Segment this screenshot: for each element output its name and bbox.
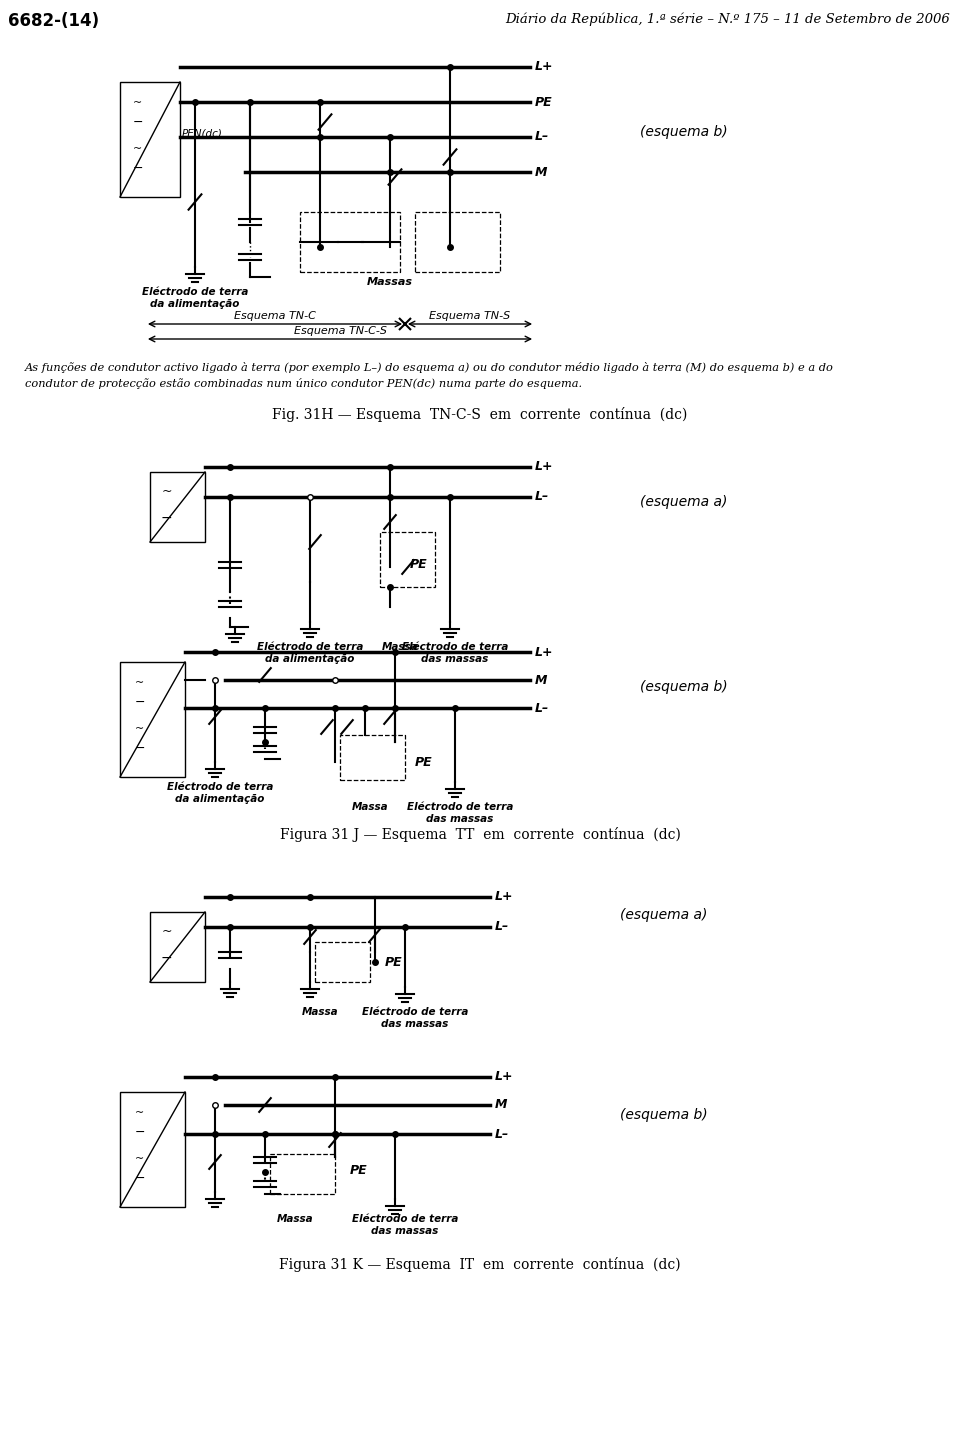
- Text: PEN(dc): PEN(dc): [182, 128, 223, 138]
- Text: ~: ~: [134, 1154, 144, 1164]
- Text: PE: PE: [410, 558, 427, 571]
- Text: L+: L+: [535, 646, 554, 659]
- Text: ~: ~: [134, 1107, 144, 1118]
- Bar: [340, 735, 405, 780]
- Text: L–: L–: [495, 1128, 509, 1141]
- Text: Eléctrodo de terra
das massas: Eléctrodo de terra das massas: [362, 1007, 468, 1028]
- Text: Figura 31 J — Esquema  TT  em  corrente  contínua  (dc): Figura 31 J — Esquema TT em corrente con…: [279, 828, 681, 842]
- Text: Figura 31 K — Esquema  IT  em  corrente  contínua  (dc): Figura 31 K — Esquema IT em corrente con…: [279, 1257, 681, 1272]
- Text: L–: L–: [535, 701, 549, 714]
- Text: (esquema b): (esquema b): [640, 681, 728, 694]
- Text: ~: ~: [133, 144, 143, 154]
- Text: ~: ~: [161, 926, 172, 939]
- Text: −: −: [160, 950, 172, 965]
- Text: PE: PE: [385, 956, 402, 969]
- Text: As funções de condutor activo ligado à terra (por exemplo L–) do esquema a) ou d: As funções de condutor activo ligado à t…: [25, 362, 834, 373]
- Text: L+: L+: [495, 891, 514, 904]
- Text: ~: ~: [161, 485, 172, 497]
- Bar: [150, 472, 205, 542]
- Text: (esquema a): (esquema a): [640, 495, 728, 509]
- Text: −: −: [134, 695, 145, 709]
- Text: ~: ~: [133, 98, 143, 108]
- Text: −: −: [132, 115, 143, 128]
- Text: condutor de protecção estão combinadas num único condutor PEN(dc) numa parte do : condutor de protecção estão combinadas n…: [25, 378, 582, 389]
- Text: Massa: Massa: [382, 642, 419, 652]
- Text: Fig. 31H — Esquema  TN-C-S  em  corrente  contínua  (dc): Fig. 31H — Esquema TN-C-S em corrente co…: [273, 407, 687, 423]
- Text: Eléctrodo de terra
das massas: Eléctrodo de terra das massas: [402, 642, 508, 663]
- Bar: [380, 532, 435, 587]
- Bar: [120, 82, 180, 198]
- Text: L+: L+: [535, 61, 554, 74]
- Text: M: M: [535, 673, 547, 686]
- Text: Esquema TN-C-S: Esquema TN-C-S: [294, 326, 387, 336]
- Text: Esquema TN-S: Esquema TN-S: [429, 311, 511, 322]
- Text: Diário da República, 1.ª série – N.º 175 – 11 de Setembro de 2006: Diário da República, 1.ª série – N.º 175…: [505, 12, 950, 26]
- Text: Massas: Massas: [367, 277, 413, 287]
- Text: L–: L–: [495, 920, 509, 933]
- Text: Eléctrodo de terra
da alimentação: Eléctrodo de terra da alimentação: [167, 782, 274, 803]
- Text: Massa: Massa: [301, 1007, 338, 1017]
- Bar: [315, 942, 370, 982]
- Text: 6682-(14): 6682-(14): [8, 12, 99, 30]
- Text: Massa: Massa: [351, 802, 388, 812]
- Text: M: M: [535, 166, 547, 179]
- Text: L–: L–: [535, 490, 549, 503]
- Text: −: −: [134, 1126, 145, 1139]
- Bar: [120, 1092, 185, 1207]
- Text: M: M: [495, 1099, 508, 1112]
- Bar: [120, 662, 185, 777]
- Text: (esquema a): (esquema a): [620, 908, 708, 921]
- Text: −: −: [134, 741, 145, 754]
- Text: ~: ~: [134, 724, 144, 734]
- Text: L–: L–: [535, 130, 549, 144]
- Text: (esquema b): (esquema b): [640, 125, 728, 138]
- Bar: [150, 911, 205, 982]
- Text: L+: L+: [535, 460, 554, 473]
- Text: ~: ~: [134, 678, 144, 688]
- Text: Eléctrodo de terra
das massas: Eléctrodo de terra das massas: [351, 1214, 458, 1236]
- Text: Eléctrodo de terra
da alimentação: Eléctrodo de terra da alimentação: [142, 287, 249, 309]
- Text: PE: PE: [350, 1164, 368, 1177]
- Text: Esquema TN-C: Esquema TN-C: [234, 311, 316, 322]
- Text: (esquema b): (esquema b): [620, 1107, 708, 1122]
- Text: L+: L+: [495, 1070, 514, 1083]
- Text: PE: PE: [415, 756, 433, 769]
- Text: Massa: Massa: [276, 1214, 313, 1224]
- Text: −: −: [132, 162, 143, 174]
- Bar: [300, 212, 400, 273]
- Text: −: −: [160, 510, 172, 525]
- Text: Eléctrodo de terra
da alimentação: Eléctrodo de terra da alimentação: [257, 642, 363, 663]
- Text: −: −: [134, 1172, 145, 1185]
- Bar: [415, 212, 500, 273]
- Bar: [270, 1154, 335, 1194]
- Text: PE: PE: [535, 95, 553, 108]
- Text: Eléctrodo de terra
das massas: Eléctrodo de terra das massas: [407, 802, 514, 823]
